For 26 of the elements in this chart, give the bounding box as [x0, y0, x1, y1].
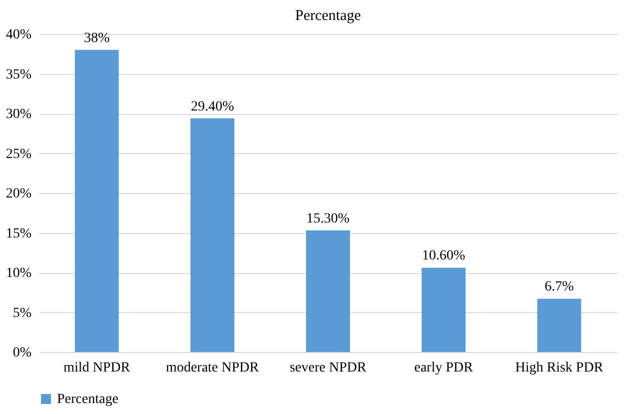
data-label: 38%: [84, 30, 110, 46]
bar: [422, 268, 466, 352]
x-tick-label: early PDR: [414, 360, 474, 376]
x-tick-label: moderate NPDR: [166, 360, 260, 376]
data-label: 15.30%: [306, 211, 350, 226]
x-tick-label: severe NPDR: [290, 360, 367, 376]
y-tick-label: 35%: [6, 67, 32, 82]
y-tick-label: 30%: [6, 107, 32, 122]
bar: [537, 298, 582, 352]
y-tick-label: 40%: [6, 28, 32, 42]
chart-title: Percentage: [295, 8, 362, 24]
data-label: 10.60%: [422, 248, 466, 264]
y-tick-label: 25%: [6, 146, 32, 162]
y-tick-label: 10%: [6, 266, 32, 281]
bar: [190, 118, 234, 352]
x-tick-label: High Risk PDR: [515, 360, 604, 376]
y-tick-label: 15%: [6, 226, 32, 242]
y-tick-label: 5%: [12, 306, 32, 321]
data-label: 29.40%: [190, 99, 234, 114]
y-tick-label: 0%: [12, 346, 32, 360]
x-tick-label: mild NPDR: [64, 360, 131, 376]
bar: [306, 230, 350, 352]
bar: [74, 50, 119, 352]
legend-label: Percentage: [57, 392, 118, 407]
data-label: 6.7%: [544, 280, 574, 295]
y-tick-label: 20%: [6, 186, 32, 202]
